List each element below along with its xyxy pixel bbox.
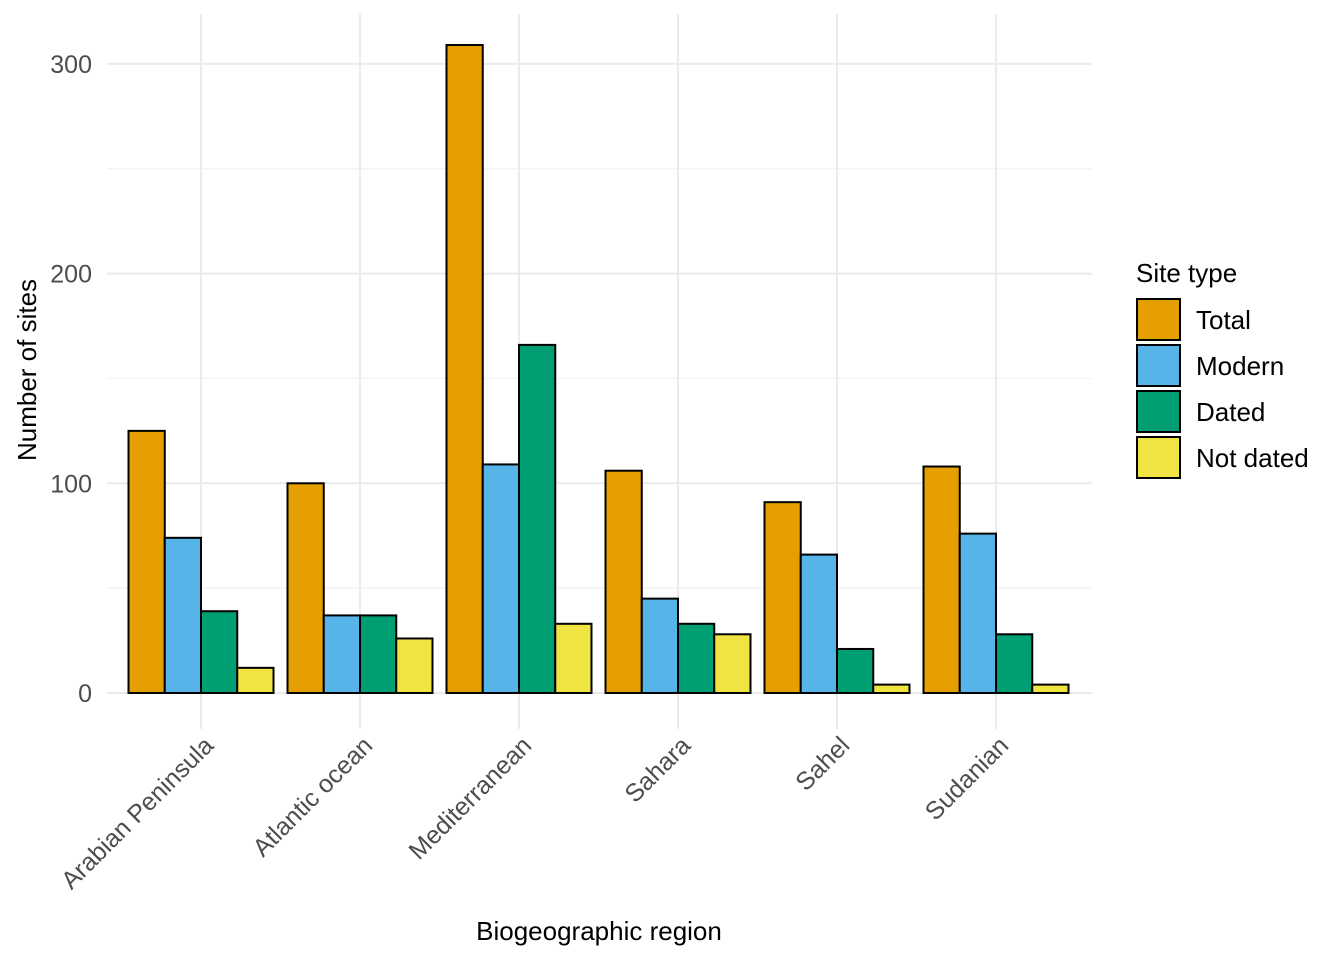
bar-not-dated: [872, 683, 911, 694]
bar-modern: [799, 553, 838, 695]
x-tick-label: Mediterranean: [403, 731, 537, 865]
legend-label: Dated: [1196, 397, 1265, 427]
x-tick-label: Atlantic ocean: [247, 731, 378, 862]
bar-not-dated: [554, 622, 593, 695]
bar-modern: [640, 597, 679, 695]
x-axis-ticks: Arabian Peninsula Atlantic ocean Mediterra…: [56, 731, 1014, 894]
legend-swatch: [1136, 390, 1181, 433]
bar-not-dated: [713, 633, 752, 694]
y-axis-ticks: 0 100 200 300: [50, 51, 92, 708]
legend-title: Site type: [1136, 258, 1237, 288]
x-tick-label: Sahara: [619, 731, 696, 808]
bar-dated: [677, 622, 716, 695]
bar-modern: [958, 532, 997, 694]
bar-total: [763, 501, 802, 694]
legend-label: Not dated: [1196, 443, 1309, 473]
bar-not-dated: [1031, 683, 1070, 694]
y-tick-label: 0: [78, 680, 92, 708]
legend-swatch: [1136, 344, 1181, 387]
bar-total: [922, 465, 961, 694]
y-axis-title: Number of sites: [12, 279, 42, 461]
bar-modern: [322, 614, 361, 695]
bar-dated: [836, 647, 875, 695]
x-axis-title: Biogeographic region: [476, 916, 722, 946]
bar-not-dated: [236, 666, 275, 694]
y-tick-label: 100: [50, 470, 92, 498]
x-tick-label: Sudanian: [920, 731, 1015, 826]
bar-dated: [995, 633, 1034, 694]
legend: Site type Total Modern Dated Not dated: [1136, 258, 1309, 479]
y-tick-label: 300: [50, 51, 92, 79]
legend-swatch: [1136, 298, 1181, 341]
bar-modern: [163, 536, 202, 695]
bar-modern: [481, 463, 520, 694]
legend-label: Modern: [1196, 351, 1284, 381]
legend-items: Total Modern Dated Not dated: [1136, 298, 1309, 479]
x-tick-label: Sahel: [790, 731, 855, 796]
bar-not-dated: [395, 637, 434, 695]
bar-total: [445, 44, 484, 695]
legend-swatch: [1136, 436, 1181, 479]
bar-dated: [200, 610, 239, 694]
y-tick-label: 200: [50, 261, 92, 289]
legend-label: Total: [1196, 305, 1251, 335]
bar-dated: [359, 614, 398, 695]
bar-dated: [518, 343, 557, 694]
x-tick-label: Arabian Peninsula: [56, 731, 219, 894]
bar-total: [286, 482, 325, 694]
bar-total: [127, 429, 166, 694]
bar-total: [604, 469, 643, 694]
bars: [127, 44, 1070, 695]
